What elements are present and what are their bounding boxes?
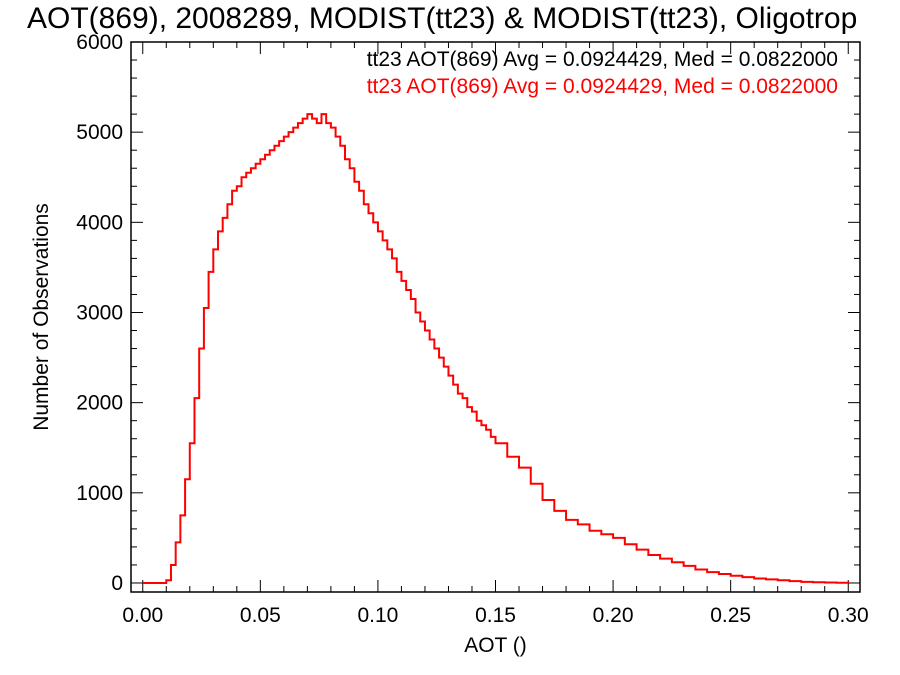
plot-frame: [130, 41, 861, 593]
x-tick-label: 0.00: [122, 604, 163, 627]
y-tick-label: 6000: [76, 31, 123, 54]
y-tick-label: 1000: [76, 482, 123, 505]
tick-labels: 0.00 0.05 0.10 0.15 0.20 0.25 0.30 0 1000 2000 300…: [76, 31, 868, 627]
y-tick-label: 5000: [76, 121, 123, 144]
y-tick-label: 4000: [76, 211, 123, 234]
x-tick-label: 0.20: [593, 604, 634, 627]
x-tick-label: 0.15: [475, 604, 516, 627]
legend-entry-black: tt23 AOT(869) Avg = 0.0924429, Med = 0.0…: [366, 48, 838, 71]
y-tick-label: 2000: [76, 392, 123, 415]
y-tick-label: 3000: [76, 301, 123, 324]
legend-entry-red: tt23 AOT(869) Avg = 0.0924429, Med = 0.0…: [366, 75, 838, 98]
x-tick-label: 0.25: [710, 604, 751, 627]
x-tick-label: 0.05: [240, 604, 281, 627]
y-axis-label: Number of Observations: [30, 203, 53, 431]
axis-ticks: [131, 41, 860, 592]
chart-title: AOT(869), 2008289, MODIST(tt23) & MODIST…: [27, 2, 858, 35]
x-axis-label: AOT (): [464, 634, 527, 657]
y-tick-label: 0: [111, 572, 123, 595]
x-tick-label: 0.30: [828, 604, 869, 627]
x-tick-label: 0.10: [357, 604, 398, 627]
histogram-series-line: [142, 113, 850, 584]
